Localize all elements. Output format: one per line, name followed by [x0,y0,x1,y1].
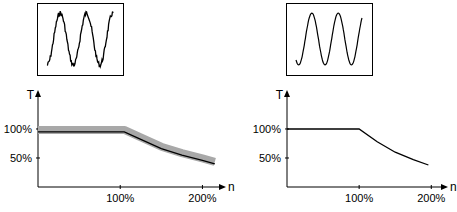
y-arrow [284,90,290,97]
y-tick-label: 50% [259,152,281,164]
torque-curve [287,129,428,165]
y-tick [285,157,289,158]
y-arrow [35,90,41,97]
x-tick-label: 100% [345,192,373,204]
x-arrow [441,184,448,190]
y-tick-label: 50% [10,152,32,164]
x-axis [287,187,445,188]
torque-curve [38,132,215,164]
y-axis-label: T [276,88,284,102]
x-tick [431,185,432,189]
panel: n T 100% 200% 50% 100% [253,4,457,205]
x-axis-label: n [450,180,457,194]
x-tick [359,185,360,189]
x-axis-label: n [228,180,235,194]
x-tick [202,185,203,189]
waveform-box [287,4,373,76]
figure: n T 100% 200% 50% 100% n T 100% 200% 50% 100% [0,0,457,212]
x-tick-label: 200% [417,192,445,204]
y-tick [36,157,40,158]
x-axis [38,187,223,188]
plot-area [38,130,215,164]
panel: n T 100% 200% 50% 100% [4,4,235,205]
y-axis [287,93,288,187]
y-axis-label: T [27,88,35,102]
y-tick-label: 100% [253,123,281,135]
x-tick-label: 100% [106,192,134,204]
waveform-box [38,4,124,76]
x-tick-label: 200% [188,192,216,204]
plot-area [287,129,428,165]
y-tick-label: 100% [4,123,32,135]
waveform [296,13,362,65]
y-axis [38,93,39,187]
x-arrow [219,184,226,190]
x-tick [120,185,121,189]
waveform [47,11,113,67]
